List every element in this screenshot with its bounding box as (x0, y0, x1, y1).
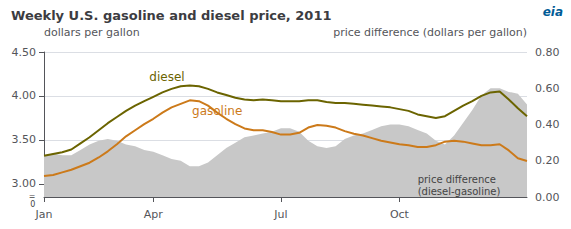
svg-text:eia: eia (543, 5, 563, 19)
svg-text:4.50: 4.50 (12, 46, 37, 59)
svg-text:0.40: 0.40 (535, 118, 560, 131)
svg-text:3.50: 3.50 (12, 133, 37, 146)
svg-text:Apr: Apr (144, 208, 164, 221)
svg-text:0: 0 (30, 200, 35, 209)
svg-text:Jul: Jul (273, 208, 287, 221)
svg-text:0.60: 0.60 (535, 82, 560, 95)
svg-text:Oct: Oct (390, 208, 410, 221)
svg-text:0.20: 0.20 (535, 154, 560, 167)
svg-text:price difference (dollars per: price difference (dollars per gallon) (333, 26, 527, 39)
svg-text:diesel: diesel (149, 70, 184, 84)
svg-text:0.80: 0.80 (535, 46, 560, 59)
svg-text:4.00: 4.00 (12, 89, 37, 102)
svg-text:dollars per gallon: dollars per gallon (44, 26, 140, 39)
svg-text:price difference: price difference (418, 174, 496, 185)
svg-text:3.00: 3.00 (12, 177, 37, 190)
svg-text:Jan: Jan (35, 208, 53, 221)
svg-text:Weekly U.S. gasoline and diese: Weekly U.S. gasoline and diesel price, 2… (11, 8, 332, 23)
svg-text:gasoline: gasoline (192, 104, 242, 118)
svg-text:0.00: 0.00 (535, 191, 560, 204)
svg-text:(diesel-gasoline): (diesel-gasoline) (418, 186, 501, 197)
